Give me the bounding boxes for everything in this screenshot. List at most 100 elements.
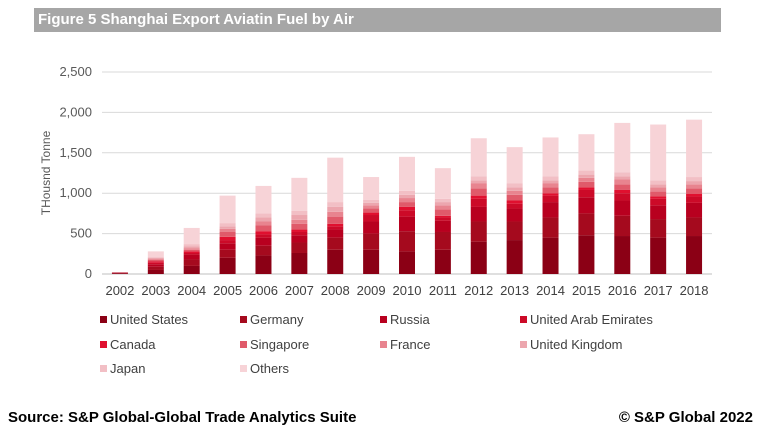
bar-segment [291, 219, 308, 224]
bar-segment [183, 249, 200, 252]
bar-segment [650, 184, 667, 188]
bar-segment [686, 181, 703, 185]
bar-segment [219, 249, 236, 258]
legend-label: France [390, 337, 430, 352]
y-tick-label: 2,000 [59, 104, 92, 119]
bar-segment [650, 198, 667, 206]
bar-segment [363, 212, 380, 216]
bar-segment [578, 235, 595, 274]
bar-segment [686, 177, 703, 182]
y-tick-label: 2,500 [59, 64, 92, 79]
bar-segment [542, 176, 559, 181]
bar-segment [506, 183, 523, 188]
x-tick-label: 2009 [357, 283, 386, 298]
bar-segment [506, 240, 523, 274]
bar-segment [255, 237, 272, 246]
x-tick-label: 2003 [141, 283, 170, 298]
bar-segment [291, 235, 308, 243]
bar-segment [399, 198, 415, 203]
bar-segment [147, 257, 164, 259]
bar-segment [183, 259, 200, 266]
bar-segment [434, 231, 451, 250]
bar-segment [363, 215, 380, 222]
chart-title: Figure 5 Shanghai Export Aviatin Fuel by… [34, 8, 721, 32]
bar-segment [542, 137, 559, 177]
bar-segment [183, 244, 200, 247]
bar-segment [614, 200, 631, 216]
bar-segment [363, 208, 380, 213]
bar-segment [506, 208, 523, 222]
bar-segment [255, 221, 272, 226]
bar-segment [147, 251, 164, 258]
bar-segment [470, 221, 487, 242]
bar-segment [147, 259, 164, 262]
bar-segment [650, 205, 667, 220]
bar-segment [255, 255, 272, 274]
bar-segment [399, 231, 415, 252]
bar-segment [506, 187, 523, 191]
bar-segment [399, 202, 415, 207]
bar-segment [578, 177, 595, 182]
x-tick-label: 2016 [608, 283, 637, 298]
bar-segment [650, 180, 667, 185]
legend-swatch [380, 341, 387, 348]
bar-segment [327, 249, 344, 274]
stacked-bar-chart: 0 500 1,000 1,500 2,000 2,500 THousnd Tonne 200… [39, 64, 712, 376]
bar-segment [327, 157, 344, 203]
bar-segment [650, 124, 667, 181]
bar-segment [399, 206, 415, 211]
bar-segment [363, 249, 380, 274]
bar-segment [686, 196, 703, 203]
bar-segment [686, 194, 703, 197]
bar-segment [111, 273, 128, 274]
bar-segment [183, 254, 200, 260]
bar-segment [614, 172, 631, 177]
bar-segment [542, 217, 559, 238]
bar-segment [434, 205, 451, 210]
bar-segment [219, 236, 236, 241]
bar-segment [686, 217, 703, 237]
bar-segment [542, 237, 559, 274]
bar-segment [434, 202, 451, 206]
bar-segment [470, 195, 487, 199]
bar-segment [363, 233, 380, 250]
bar-segment [578, 187, 595, 190]
bar-segment [327, 226, 344, 230]
bar-segment [183, 246, 200, 249]
bar-segment [434, 249, 451, 274]
bar-segment [327, 206, 344, 212]
bar-segment [399, 194, 415, 199]
x-tick-label: 2002 [105, 283, 134, 298]
bar-segment [363, 205, 380, 209]
bar-segment [363, 199, 380, 203]
bar-segment [434, 168, 451, 199]
legend-swatch [100, 365, 107, 372]
legend-label: United Arab Emirates [530, 312, 653, 327]
x-tick-label: 2004 [177, 283, 206, 298]
bar-segment [183, 248, 200, 250]
bar-segment [183, 251, 200, 253]
bar-segment [614, 193, 631, 201]
bar-segment [650, 191, 667, 197]
bar-segment [255, 217, 272, 222]
legend-swatch [240, 365, 247, 372]
bar-segment [291, 177, 308, 211]
bar-segment [686, 184, 703, 189]
x-tick-label: 2008 [321, 283, 350, 298]
bar-segment [219, 226, 236, 229]
bar-segment [434, 217, 451, 221]
x-tick-label: 2015 [572, 283, 601, 298]
bar-segment [506, 200, 523, 204]
bar-segment [434, 220, 451, 232]
bar-segment [434, 209, 451, 216]
bar-segment [147, 262, 164, 265]
legend-label: United States [110, 312, 189, 327]
legend-label: Singapore [250, 337, 309, 352]
bar-segment [291, 215, 308, 220]
bar-segment [578, 170, 595, 175]
y-tick-label: 500 [70, 226, 92, 241]
bar-segment [219, 228, 236, 232]
bar-segment [470, 183, 487, 189]
bar-segment [470, 206, 487, 222]
bar-segment [578, 189, 595, 198]
